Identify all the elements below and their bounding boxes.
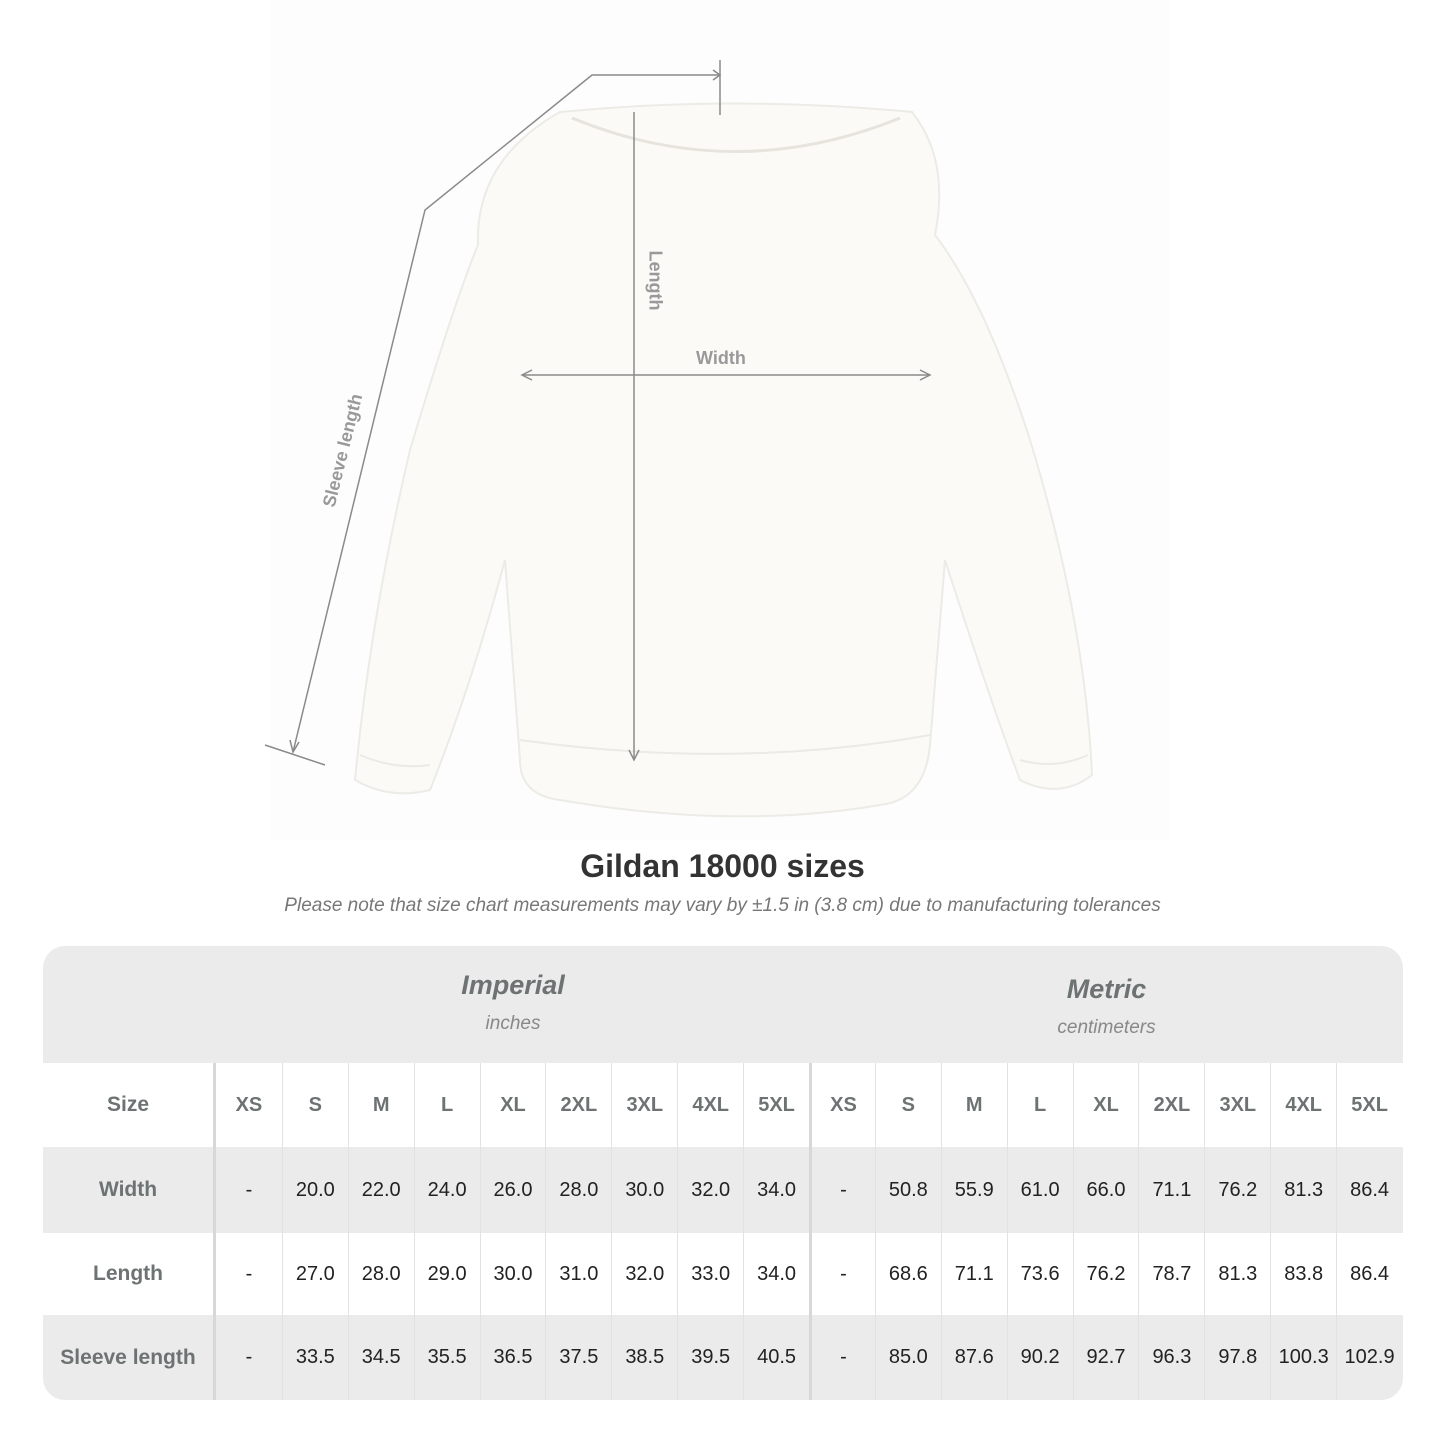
- chart-title: Gildan 18000 sizes: [580, 848, 865, 884]
- sweatshirt-diagram: [264, 60, 1094, 818]
- table-cell: 28.0: [347, 1233, 414, 1315]
- table-cell: 5XL: [743, 1063, 809, 1147]
- table-cell: XS: [235, 1093, 263, 1116]
- table-cell: 73.6: [1006, 1233, 1073, 1315]
- table-cell: 32.0: [611, 1233, 677, 1315]
- metric-unit: centimeters: [1057, 1017, 1156, 1038]
- table-cell: 35.5: [413, 1315, 480, 1400]
- table-cell: 4XL: [677, 1063, 743, 1147]
- length-row: Length -27.0 28.0 29.0 30.0 31.0 32.0 33.0 34.0-…: [43, 1233, 1403, 1315]
- table-cell: XS: [809, 1063, 875, 1147]
- table-cell: 100.3: [1270, 1315, 1336, 1400]
- table-cell: 71.1: [940, 1233, 1007, 1315]
- metric-title: Metric: [1066, 974, 1147, 1004]
- row-label: Width: [43, 1147, 216, 1233]
- table-cell: 26.0: [479, 1147, 546, 1233]
- table-cell: 4XL: [1270, 1063, 1336, 1147]
- table-cell: 29.0: [413, 1233, 480, 1315]
- row-label: Length: [43, 1233, 216, 1315]
- table-cell: 102.9: [1336, 1315, 1402, 1400]
- metric-header: Metric centimeters: [810, 974, 1403, 1039]
- table-cell: -: [809, 1233, 875, 1315]
- table-cell: 81.3: [1204, 1233, 1270, 1315]
- table-cell: 76.2: [1204, 1147, 1270, 1233]
- table-cell: 78.7: [1138, 1233, 1204, 1315]
- sweatshirt-image: [353, 102, 1094, 818]
- imperial-header: Imperial inches: [216, 970, 810, 1035]
- table-cell: 90.2: [1006, 1315, 1073, 1400]
- table-cell: 66.0: [1072, 1147, 1139, 1233]
- table-cell: 55.9: [940, 1147, 1007, 1233]
- table-cell: 85.0: [874, 1315, 941, 1400]
- table-cell: M: [940, 1063, 1007, 1147]
- table-cell: 3XL: [611, 1063, 677, 1147]
- table-cell: XL: [1072, 1063, 1139, 1147]
- table-cell: 22.0: [347, 1147, 414, 1233]
- table-cell: 86.4: [1336, 1147, 1402, 1233]
- table-cell: 33.5: [281, 1315, 348, 1400]
- table-cell: 32.0: [677, 1147, 743, 1233]
- table-cell: 20.0: [281, 1147, 348, 1233]
- table-cell: M: [347, 1063, 414, 1147]
- tolerance-note: Please note that size chart measurements…: [284, 895, 1161, 916]
- table-cell: 50.8: [874, 1147, 941, 1233]
- table-cell: 86.4: [1336, 1233, 1402, 1315]
- table-cell: 40.5: [743, 1315, 809, 1400]
- table-cell: 30.0: [611, 1147, 677, 1233]
- table-cell: 34.0: [743, 1147, 809, 1233]
- table-cell: L: [413, 1063, 480, 1147]
- table-cell: 76.2: [1072, 1233, 1139, 1315]
- measurement-lines: [264, 60, 932, 766]
- table-cell: 37.5: [545, 1315, 611, 1400]
- table-cell: 87.6: [940, 1315, 1007, 1400]
- table-cell: -: [809, 1147, 875, 1233]
- length-label: Length: [645, 250, 666, 311]
- table-cell: 68.6: [874, 1233, 941, 1315]
- table-cell: 96.3: [1138, 1315, 1204, 1400]
- table-cell: 33.0: [677, 1233, 743, 1315]
- imperial-unit: inches: [485, 1013, 541, 1034]
- row-label: Sleeve length: [43, 1315, 216, 1400]
- table-cell: 24.0: [413, 1147, 480, 1233]
- table-cell: 3XL: [1204, 1063, 1270, 1147]
- table-cell: 38.5: [611, 1315, 677, 1400]
- table-cell: 61.0: [1006, 1147, 1073, 1233]
- row-label: Size: [43, 1063, 216, 1147]
- size-header-row: Size XS S M L XL 2XL 3XL 4XL 5XL XS S M L XL 2XL 3XL 4XL 5…: [43, 1063, 1403, 1147]
- table-cell: 31.0: [545, 1233, 611, 1315]
- table-cell: 97.8: [1204, 1315, 1270, 1400]
- table-cell: 30.0: [479, 1233, 546, 1315]
- table-cell: 81.3: [1270, 1147, 1336, 1233]
- table-cell: -: [245, 1346, 253, 1368]
- table-cell: 27.0: [281, 1233, 348, 1315]
- table-cell: 39.5: [677, 1315, 743, 1400]
- width-row: Width -20.0 22.0 24.0 26.0 28.0 30.0 32.0 34.0-5…: [43, 1147, 1403, 1233]
- table-cell: -: [809, 1315, 875, 1400]
- unit-header-band: [43, 946, 1403, 1063]
- table-cell: 34.0: [743, 1233, 809, 1315]
- table-cell: 92.7: [1072, 1315, 1139, 1400]
- sleeve-length-line: [292, 74, 720, 753]
- table-cell: XL: [479, 1063, 546, 1147]
- table-cell: -: [245, 1178, 253, 1201]
- table-cell: 5XL: [1336, 1063, 1402, 1147]
- table-cell: 83.8: [1270, 1233, 1336, 1315]
- imperial-title: Imperial: [461, 970, 565, 1000]
- table-cell: -: [245, 1262, 253, 1285]
- table-cell: 2XL: [1138, 1063, 1204, 1147]
- table-cell: 34.5: [347, 1315, 414, 1400]
- table-cell: 36.5: [479, 1315, 546, 1400]
- size-table: Imperial inches Metric centimeters Size X…: [43, 946, 1403, 1400]
- table-cell: 2XL: [545, 1063, 611, 1147]
- table-cell: 71.1: [1138, 1147, 1204, 1233]
- table-cell: S: [874, 1063, 941, 1147]
- width-label: Width: [696, 348, 746, 368]
- table-cell: S: [281, 1063, 348, 1147]
- table-cell: L: [1006, 1063, 1073, 1147]
- sleeve-length-row: Sleeve length - 33.5 34.5 35.5 36.5 37.5 38.5 39…: [43, 1315, 1403, 1400]
- table-cell: 28.0: [545, 1147, 611, 1233]
